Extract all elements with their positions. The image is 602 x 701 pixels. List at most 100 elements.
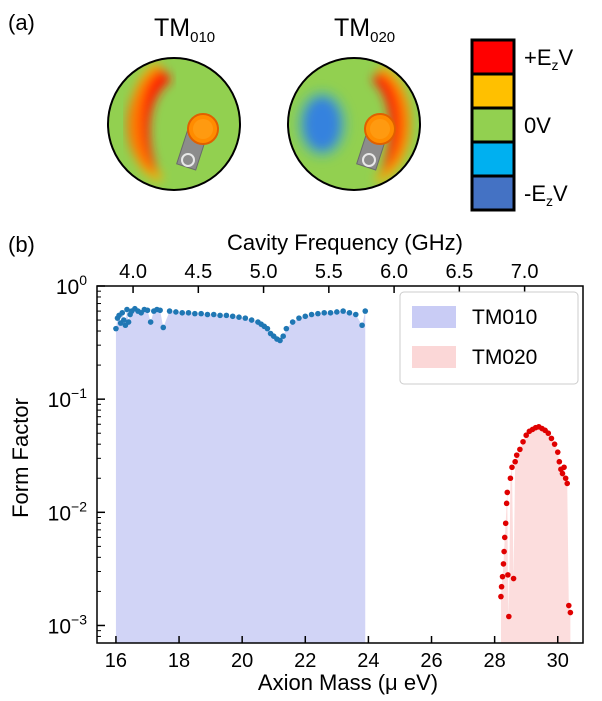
x-tick-label: 28 [484, 650, 506, 672]
data-point-tm010 [315, 310, 321, 317]
top-x-tick-label: 5.5 [315, 261, 343, 283]
data-point-tm010 [124, 306, 130, 313]
field-map-tm010 [107, 57, 241, 191]
data-point-tm010 [157, 307, 163, 314]
data-point-tm010 [296, 315, 302, 321]
mode-title-tm020-sub: 020 [370, 29, 395, 46]
data-point-tm010 [113, 325, 119, 332]
data-point-tm020 [509, 464, 515, 471]
colorbar-swatch-2 [470, 106, 516, 144]
data-point-tm010 [192, 310, 198, 317]
data-point-tm020 [548, 435, 555, 442]
data-point-tm010 [147, 319, 154, 325]
data-point-tm020 [510, 575, 517, 582]
data-point-tm020 [556, 458, 563, 465]
data-point-tm010 [359, 322, 365, 329]
data-point-tm020 [500, 561, 507, 567]
colorbar: +EzV 0V -EzV [470, 38, 574, 212]
data-point-tm010 [144, 307, 151, 314]
data-point-tm020 [499, 573, 506, 580]
data-point-tm010 [119, 309, 126, 316]
colorbar-swatch-3 [470, 140, 516, 178]
data-point-tm020 [551, 441, 558, 447]
data-point-tm010 [334, 309, 340, 315]
fill-region-tm010 [115, 308, 366, 643]
y-tick-label: 10−3 [48, 611, 88, 638]
data-point-tm020 [498, 583, 505, 590]
data-point-tm020 [523, 432, 529, 439]
data-point-tm010 [327, 309, 334, 316]
top-x-tick-label: 6.5 [445, 261, 473, 283]
data-point-tm020 [501, 548, 507, 555]
data-point-tm020 [503, 500, 510, 507]
mode-title-tm010-main: TM [154, 14, 190, 42]
data-point-tm020 [565, 602, 572, 609]
data-point-tm020 [545, 430, 552, 437]
data-point-tm010 [308, 311, 315, 318]
data-point-tm020 [506, 613, 512, 620]
top-x-tick-label: 5.0 [250, 261, 278, 283]
data-point-tm010 [229, 313, 236, 320]
data-point-tm010 [166, 308, 173, 314]
data-point-tm010 [217, 312, 223, 319]
data-point-tm020 [505, 572, 511, 578]
x-tick-label: 24 [357, 650, 379, 672]
x-tick-label: 22 [294, 650, 316, 672]
data-point-tm010 [289, 319, 296, 325]
data-point-tm010 [173, 309, 179, 315]
colorbar-label-2: 0V [524, 113, 551, 138]
fill-region-tm020 [500, 426, 571, 643]
top-x-tick-label: 4.5 [184, 261, 212, 283]
panel-b-label: (b) [8, 232, 35, 257]
mode-title-tm020: TM020 [334, 14, 395, 46]
data-point-tm010 [179, 309, 186, 316]
legend-swatch-tm010 [412, 306, 456, 328]
data-point-tm010 [352, 311, 359, 318]
data-point-tm020 [507, 475, 514, 482]
data-point-tm020 [513, 452, 520, 458]
x-axis-title: Axion Mass (μ eV) [258, 670, 438, 695]
data-point-tm010 [340, 308, 346, 314]
data-point-tm020 [517, 446, 523, 453]
data-point-tm020 [504, 489, 511, 496]
data-point-tm010 [121, 317, 127, 323]
data-point-tm010 [302, 313, 309, 320]
data-point-tm010 [277, 337, 283, 344]
colorbar-swatch-4 [470, 174, 516, 212]
x-tick-label: 26 [420, 650, 442, 672]
colorbar-label-0: +EzV [524, 45, 574, 73]
data-point-tm020 [564, 480, 571, 487]
data-point-tm010 [185, 309, 192, 316]
x-tick-label: 16 [105, 650, 127, 672]
legend-label-tm010: TM010 [472, 306, 537, 329]
data-point-tm010 [362, 308, 369, 314]
data-point-tm010 [198, 310, 204, 317]
data-point-tm010 [125, 319, 132, 325]
probe-tm020 [356, 113, 396, 171]
data-point-tm010 [223, 312, 230, 319]
data-point-tm010 [204, 311, 211, 318]
data-point-tm020 [561, 464, 567, 471]
probe-tm010 [176, 113, 219, 171]
data-point-tm020 [567, 609, 574, 616]
y-tick-label: 10−1 [48, 385, 88, 412]
legend-swatch-tm020 [412, 346, 456, 368]
top-x-tick-label: 7.0 [511, 261, 539, 283]
colorbar-label-4: -EzV [524, 181, 568, 209]
mode-title-tm020-main: TM [334, 14, 370, 42]
data-point-tm020 [501, 534, 508, 541]
top-x-tick-label: 4.0 [119, 261, 147, 283]
top-axis-title: Cavity Frequency (GHz) [227, 230, 463, 255]
y-axis-title: Form Factor [8, 398, 33, 518]
data-point-tm020 [559, 470, 566, 477]
field-map-tm020 [287, 57, 421, 191]
data-point-tm010 [160, 324, 167, 331]
x-tick-label: 18 [168, 650, 190, 672]
data-point-tm010 [346, 309, 353, 316]
data-point-tm010 [264, 325, 271, 332]
plot-frame [96, 285, 584, 644]
x-tick-label: 20 [231, 650, 253, 672]
data-point-tm020 [502, 520, 509, 527]
data-point-tm010 [242, 315, 249, 321]
